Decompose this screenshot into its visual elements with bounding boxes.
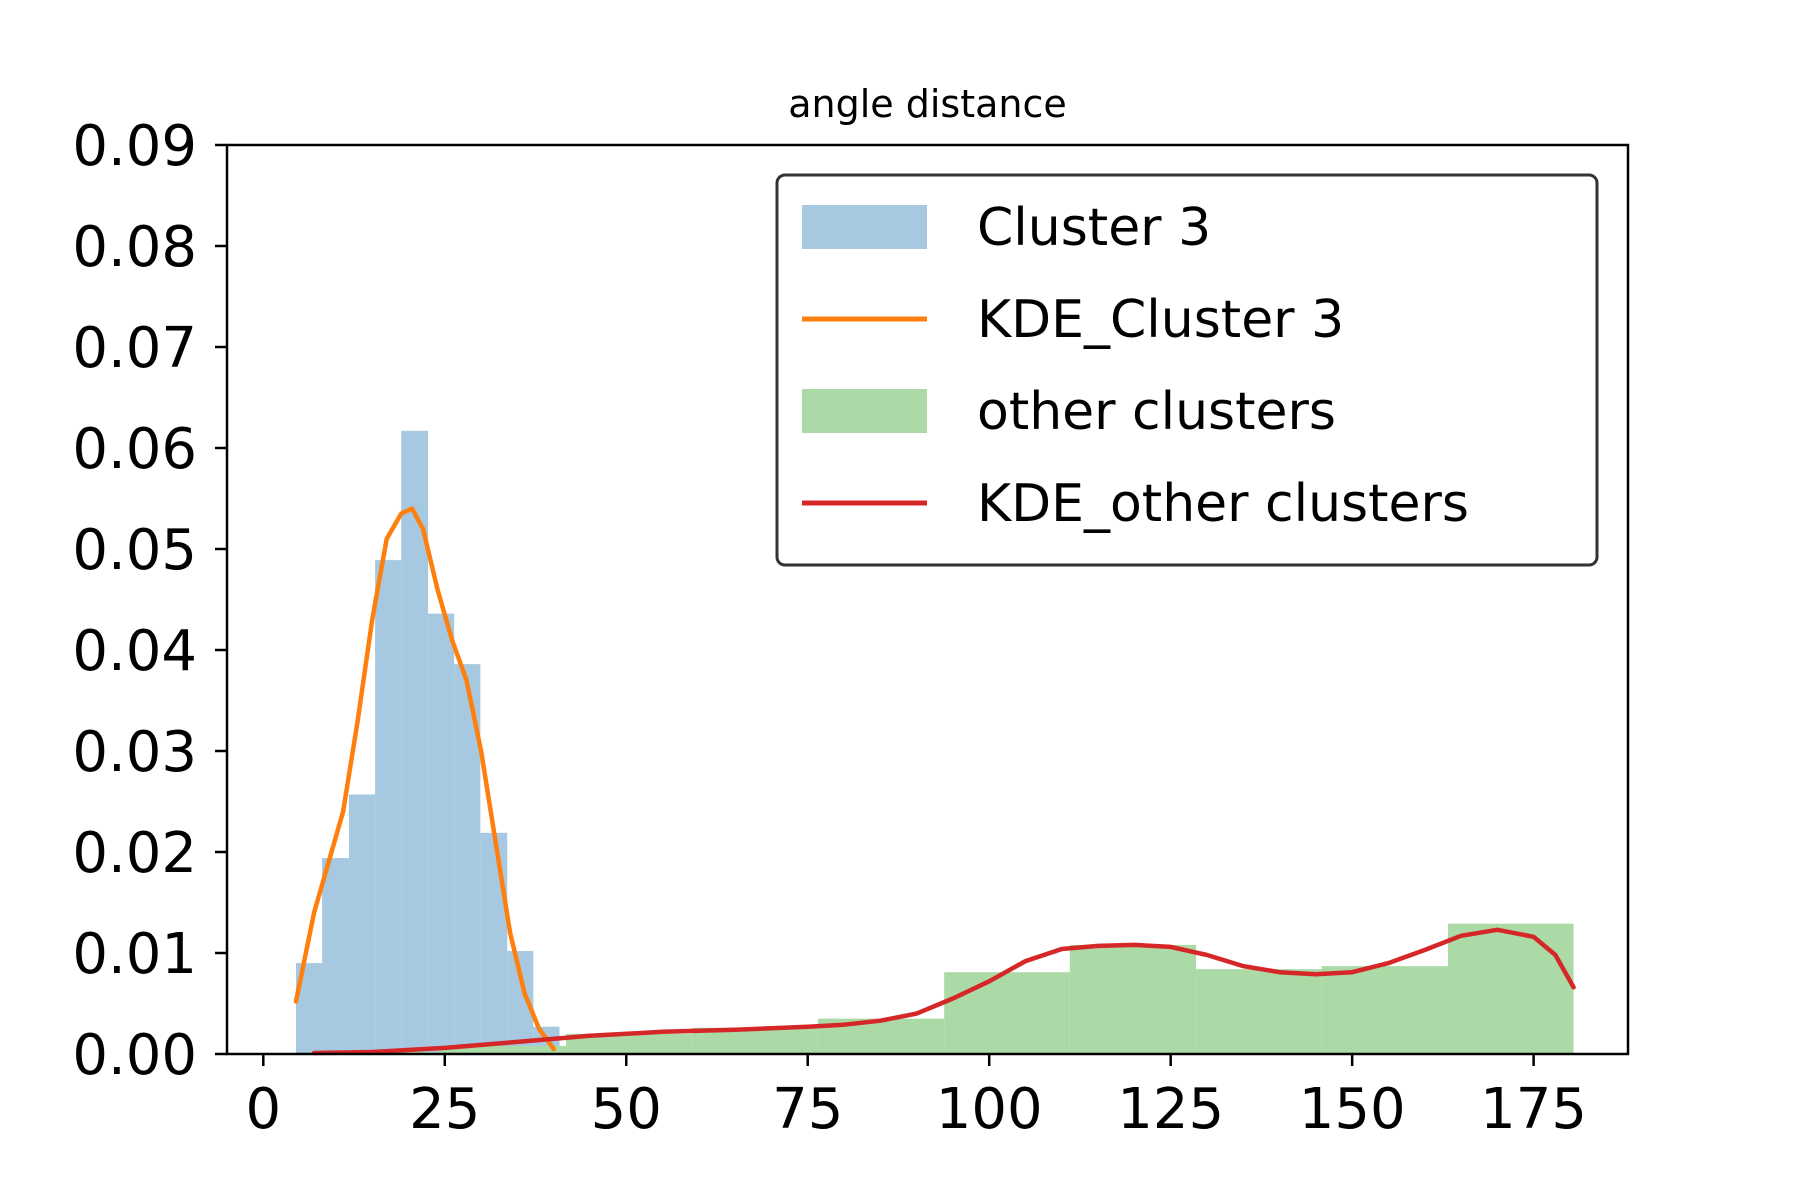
legend-label: other clusters [977, 382, 1336, 442]
x-tick-label: 50 [591, 1077, 662, 1142]
legend-label: KDE_other clusters [977, 474, 1469, 534]
x-tick-label: 125 [1117, 1077, 1224, 1142]
y-tick-label: 0.09 [72, 114, 197, 179]
x-tick-label: 25 [409, 1077, 480, 1142]
x-tick-label: 100 [936, 1077, 1043, 1142]
kde-line-kde_cluster-3 [293, 506, 556, 1052]
y-tick-label: 0.02 [72, 821, 197, 886]
histogram-bar [565, 1033, 693, 1054]
legend-label: Cluster 3 [977, 198, 1211, 258]
legend: Cluster 3 KDE_Cluster 3 other clusters KDE_… [775, 173, 1599, 567]
histogram-bar [375, 560, 402, 1054]
axes-frame [225, 143, 1630, 1056]
x-tick-label: 75 [772, 1077, 843, 1142]
histogram-bar [1447, 923, 1574, 1054]
y-tick-label: 0.06 [72, 417, 197, 482]
histogram-bar [440, 1045, 566, 1054]
y-tick-label: 0.04 [72, 619, 197, 684]
legend-item: KDE_other clusters [802, 474, 1469, 534]
legend-swatch [802, 389, 927, 433]
x-tick-label: 175 [1480, 1077, 1587, 1142]
histogram-bar [322, 858, 349, 1054]
histogram-bar [1196, 969, 1322, 1054]
y-tick-label: 0.03 [72, 720, 197, 785]
legend-item: other clusters [802, 382, 1336, 442]
histogram-bar [1069, 944, 1197, 1054]
y-tick-label: 0.08 [72, 215, 197, 280]
chart-title: angle distance [788, 82, 1067, 126]
y-tick-label: 0.05 [72, 518, 197, 583]
series-other-clusters [314, 923, 1574, 1054]
y-tick-label: 0.07 [72, 316, 197, 381]
y-tick-label: 0.01 [72, 922, 197, 987]
histogram-bar [348, 794, 376, 1054]
x-tick-label: 0 [245, 1077, 281, 1142]
x-tick-label: 150 [1299, 1077, 1406, 1142]
y-tick-label: 0.00 [72, 1023, 197, 1088]
histogram-bar [1321, 966, 1448, 1054]
legend-box [775, 173, 1599, 567]
legend-swatch [802, 205, 927, 249]
legend-item: Cluster 3 [802, 198, 1211, 258]
legend-label: KDE_Cluster 3 [977, 290, 1344, 350]
axes: 0 25 50 75 100 125 150 175 0.00 0.01 0.02 0.03 0.04 0… [72, 114, 1630, 1142]
histogram-bar [428, 613, 455, 1054]
histogram-bar [480, 832, 508, 1054]
histogram-bar [944, 972, 1070, 1054]
legend-item: KDE_Cluster 3 [802, 290, 1344, 350]
histogram-bar [401, 430, 429, 1055]
plot-area [293, 430, 1576, 1056]
series-cluster-3 [295, 430, 560, 1055]
kde-line-kde_other-clusters [311, 927, 1576, 1056]
